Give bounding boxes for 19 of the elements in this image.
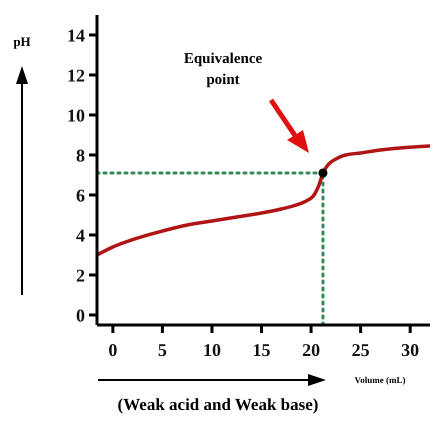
y-tick-label: 14: [67, 25, 85, 46]
x-tick-label: 10: [202, 340, 221, 360]
x-axis-title: Volume (mL): [354, 375, 406, 385]
x-tick-label: 25: [352, 340, 370, 360]
text: (Weak acid and Weak base): [118, 395, 318, 414]
y-tick-label: 8: [76, 145, 85, 166]
y-tick-label: 4: [76, 225, 85, 246]
x-tick-label: 15: [252, 340, 271, 360]
y-tick-label: 0: [76, 305, 85, 326]
x-tick-label: 5: [158, 340, 167, 360]
y-tick-label: 2: [76, 265, 85, 286]
x-tick-label: 0: [108, 340, 118, 360]
y-tick-label: 10: [67, 105, 85, 126]
x-tick-label: 30: [401, 340, 420, 360]
y-axis-title: pH: [13, 34, 31, 49]
annotation: Equivalence point: [184, 51, 263, 88]
y-tick-label: 6: [76, 185, 85, 206]
y-tick-label: 12: [67, 65, 85, 86]
x-tick-label: 20: [302, 340, 320, 360]
